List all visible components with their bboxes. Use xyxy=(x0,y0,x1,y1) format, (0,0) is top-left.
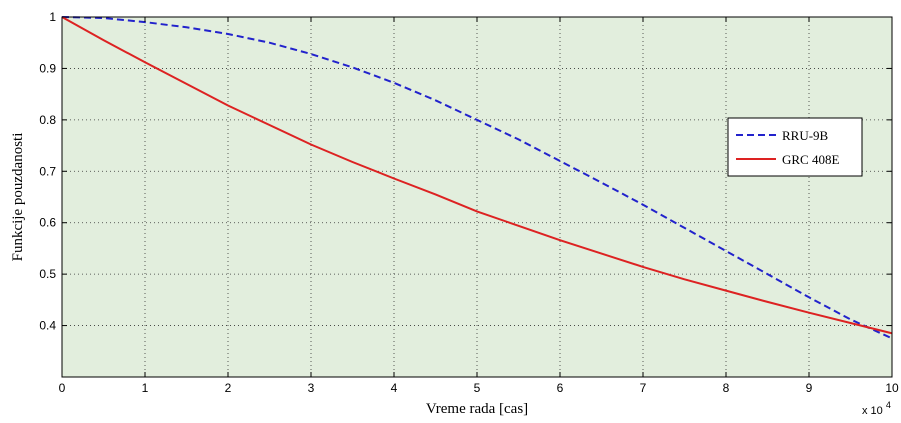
legend-label-grc-408e: GRC 408E xyxy=(782,152,839,167)
x-tick-label: 7 xyxy=(640,381,647,395)
x-multiplier-exponent: 4 xyxy=(886,400,891,410)
y-tick-label: 0.7 xyxy=(39,164,56,178)
x-axis-title: Vreme rada [cas] xyxy=(426,401,528,417)
y-tick-label: 0.6 xyxy=(39,216,56,230)
x-axis-multiplier: x 10 4 xyxy=(862,400,891,417)
x-tick-label: 2 xyxy=(225,381,232,395)
y-tick-label: 0.9 xyxy=(39,61,56,75)
y-tick-label: 0.8 xyxy=(39,113,56,127)
x-tick-label: 1 xyxy=(142,381,149,395)
x-tick-label: 0 xyxy=(59,381,66,395)
x-tick-label: 5 xyxy=(474,381,481,395)
x-tick-label: 3 xyxy=(308,381,315,395)
x-tick-label: 9 xyxy=(806,381,813,395)
legend-label-rru-9b: RRU-9B xyxy=(782,128,829,143)
x-tick-label: 6 xyxy=(557,381,564,395)
y-tick-label: 0.4 xyxy=(39,319,56,333)
x-tick-label: 8 xyxy=(723,381,730,395)
x-tick-label: 4 xyxy=(391,381,398,395)
x-tick-label: 10 xyxy=(885,381,899,395)
x-multiplier-base: x 10 xyxy=(862,405,883,417)
legend-box xyxy=(728,118,862,176)
y-tick-label: 1 xyxy=(49,10,56,24)
y-axis-title: Funkcije pouzdanosti xyxy=(10,133,26,262)
legend: RRU-9B GRC 408E xyxy=(728,118,862,176)
y-tick-label: 0.5 xyxy=(39,267,56,281)
